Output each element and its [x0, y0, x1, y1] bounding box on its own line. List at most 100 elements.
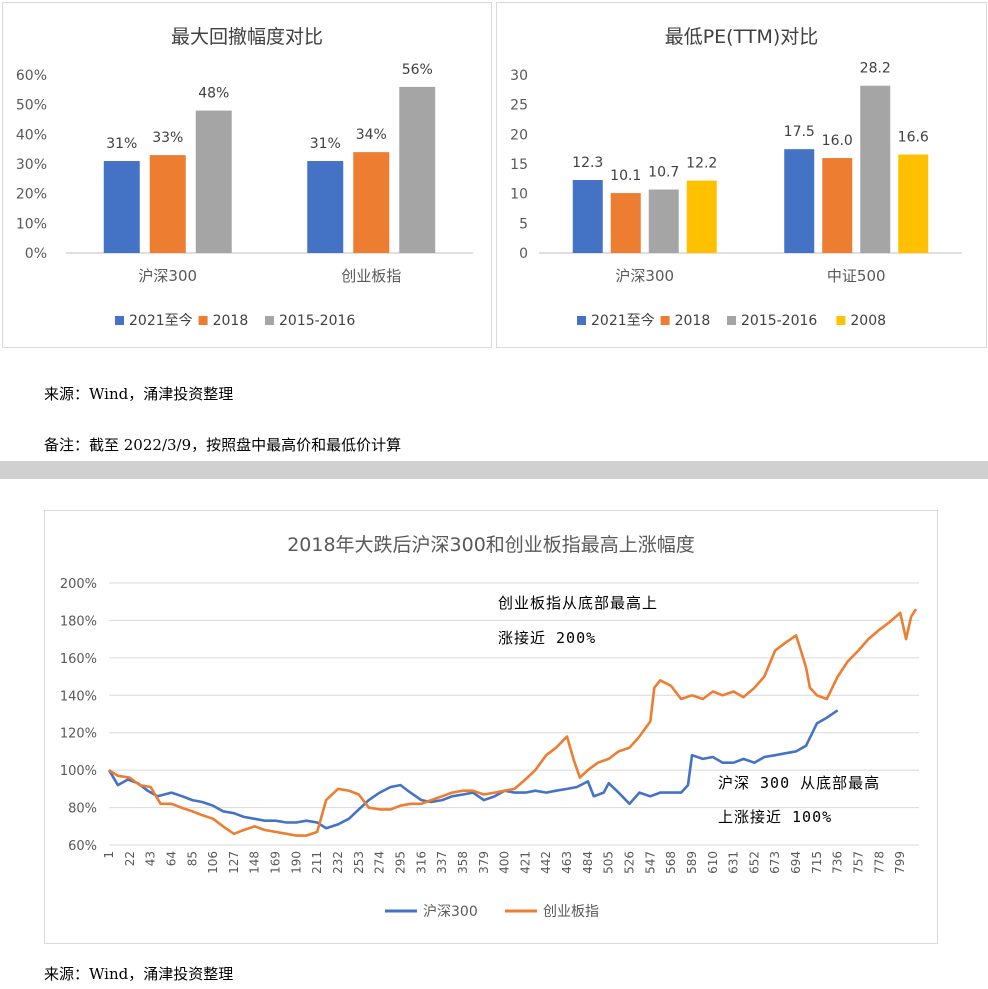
x-tick-label: 358 [456, 851, 470, 874]
chart-title: 2018年大跌后沪深300和创业板指最高上涨幅度 [287, 534, 695, 556]
data-label: 10.1 [610, 168, 641, 184]
x-tick-label: 295 [393, 851, 407, 874]
x-tick-label: 694 [789, 851, 803, 874]
x-tick-label: 505 [602, 851, 616, 874]
y-tick-label: 10% [16, 216, 47, 232]
y-tick-label: 140% [60, 689, 97, 704]
x-tick-label: 64 [164, 851, 178, 866]
data-label: 12.2 [686, 156, 717, 172]
chart-min-pe-svg: 最低PE(TTM)对比 0 5 10 15 20 25 30 沪深300 12.3 10.1 10.7… [510, 26, 962, 329]
bar [399, 86, 436, 253]
x-tick-label: 484 [581, 851, 595, 874]
data-label: 34% [356, 127, 387, 143]
legend-swatch [660, 316, 670, 325]
legend-swatch [836, 316, 846, 325]
legend-label: 沪深300 [423, 904, 478, 920]
x-tick-label: 568 [664, 851, 678, 874]
category-label: 中证500 [827, 267, 886, 285]
data-label: 31% [106, 136, 137, 152]
legend-swatch [115, 316, 124, 325]
bar [648, 189, 679, 253]
legend-swatch [727, 316, 736, 325]
data-label: 16.6 [898, 130, 929, 146]
bar [307, 161, 344, 253]
chart-max-drawdown-svg: 最大回撤幅度对比 0% 10% 20% 30% 40% 50% 60% 沪深300 31% 33% 4… [16, 26, 473, 329]
y-tick-label: 40% [16, 127, 47, 143]
x-tick-label: 22 [123, 851, 137, 866]
x-tick-label: 316 [414, 851, 428, 874]
bar [610, 193, 641, 253]
y-tick-label: 25 [510, 98, 528, 114]
y-tick-label: 50% [16, 98, 47, 114]
x-tick-label: 736 [831, 851, 845, 874]
bar [860, 85, 891, 254]
x-tick-label: 169 [269, 851, 283, 874]
chart-rebound: 2018年大跌后沪深300和创业板指最高上涨幅度 60% 80% 100% 120% 14… [44, 510, 938, 944]
x-tick-label: 379 [477, 851, 491, 874]
bar [353, 152, 390, 253]
legend-label: 2021至今 [591, 313, 655, 329]
y-tick-label: 20% [16, 187, 47, 203]
chart-max-drawdown: 最大回撤幅度对比 0% 10% 20% 30% 40% 50% 60% 沪深300 31% 33% 4… [2, 2, 492, 348]
x-tick-label: 211 [310, 851, 324, 874]
legend-label: 2018 [213, 313, 249, 329]
x-tick-label: 652 [747, 851, 761, 874]
data-label: 31% [310, 136, 341, 152]
data-label: 16.0 [822, 133, 853, 149]
y-tick-label: 0 [519, 246, 528, 262]
y-tick-label: 15 [510, 157, 528, 173]
series-line [107, 709, 839, 830]
source-note-bottom: 来源：Wind，涌津投资整理 [44, 965, 234, 983]
y-tick-label: 10 [510, 187, 528, 203]
bar [898, 154, 929, 253]
x-tick-label: 253 [352, 851, 366, 874]
section-divider [0, 461, 988, 479]
x-tick-label: 43 [144, 851, 158, 866]
annotation-hs-line1: 沪深 300 从底部最高 [718, 774, 881, 792]
x-tick-label: 190 [289, 851, 303, 874]
legend-label: 2008 [850, 313, 886, 329]
bar [149, 155, 186, 253]
y-tick-label: 100% [60, 764, 97, 779]
x-tick-label: 631 [727, 851, 741, 874]
bar [686, 180, 717, 253]
y-tick-label: 80% [68, 802, 97, 817]
legend-label: 创业板指 [543, 904, 599, 920]
chart-title: 最大回撤幅度对比 [171, 26, 323, 48]
legend-swatch [577, 316, 586, 325]
annotation-cyb-line1: 创业板指从底部最高上 [498, 594, 659, 612]
bar [784, 149, 815, 253]
x-tick-label: 757 [852, 851, 866, 874]
bar [572, 180, 603, 253]
x-tick-label: 442 [539, 851, 553, 874]
source-note-top: 来源：Wind，涌津投资整理 [44, 385, 234, 403]
legend-swatch [265, 316, 274, 325]
x-tick-label: 1 [102, 851, 116, 859]
x-tick-label: 589 [685, 851, 699, 874]
y-tick-label: 60% [68, 839, 97, 854]
category-label: 沪深300 [615, 267, 674, 285]
annotation-hs-line2: 上涨接近 100% [718, 808, 833, 826]
y-tick-label: 180% [60, 614, 97, 629]
y-tick-label: 20 [510, 127, 528, 143]
category-label: 创业板指 [341, 267, 401, 285]
remark-note: 备注：截至 2022/3/9，按照盘中最高价和最低价计算 [44, 436, 402, 454]
y-tick-label: 5 [519, 216, 528, 232]
x-tick-label: 148 [248, 851, 262, 874]
x-tick-label: 85 [185, 851, 199, 866]
data-label: 56% [402, 62, 433, 78]
legend-label: 2015-2016 [741, 313, 817, 329]
bar [822, 158, 853, 253]
x-tick-label: 337 [435, 851, 449, 874]
bar [103, 161, 140, 253]
x-tick-label: 106 [206, 851, 220, 874]
legend-label: 2018 [675, 313, 711, 329]
data-label: 48% [198, 86, 229, 102]
data-label: 17.5 [784, 124, 815, 140]
x-tick-label: 610 [706, 851, 720, 874]
legend-label: 2015-2016 [279, 313, 355, 329]
y-tick-label: 60% [16, 68, 47, 84]
legend-swatch [198, 316, 208, 325]
y-tick-label: 0% [25, 246, 47, 262]
y-tick-label: 30% [16, 157, 47, 173]
